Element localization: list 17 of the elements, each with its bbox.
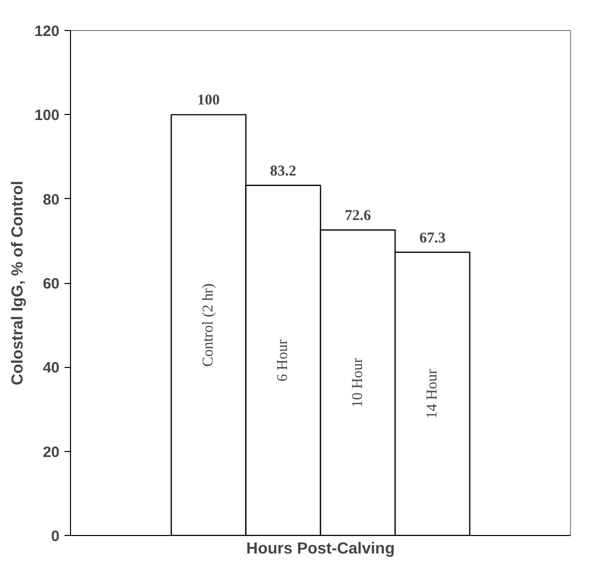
x-tick-label: 10 Hour: [350, 358, 366, 408]
y-tick-label: 40: [42, 360, 60, 377]
x-tick-label: 6 Hour: [275, 339, 292, 382]
x-tick-label: 14 Hour: [424, 369, 440, 419]
y-tick-label: 20: [42, 444, 60, 461]
data-label: 72.6: [344, 208, 372, 224]
x-tick-label: Control (2 hr): [200, 283, 217, 367]
y-axis-title: Colostral IgG, % of Control: [9, 180, 26, 386]
y-tick-label: 80: [42, 191, 60, 208]
data-label: 100: [197, 92, 220, 109]
y-tick-label: 120: [34, 23, 60, 40]
y-tick-label: 100: [34, 107, 60, 124]
y-tick-label: 60: [42, 276, 60, 292]
y-tick-label: 0: [51, 528, 60, 545]
data-label: 83.2: [270, 163, 296, 180]
x-axis-title: Hours Post-Calving: [246, 540, 395, 558]
data-label: 67.3: [419, 230, 446, 246]
